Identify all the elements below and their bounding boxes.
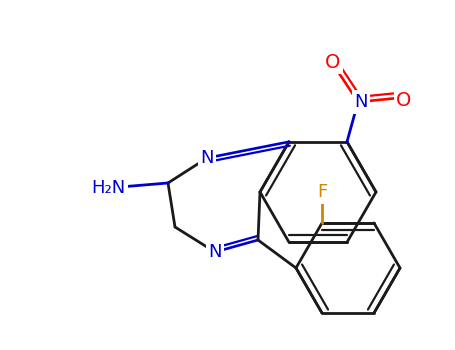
Text: F: F bbox=[317, 183, 327, 201]
Text: O: O bbox=[325, 52, 341, 71]
Text: N: N bbox=[200, 149, 214, 167]
Text: O: O bbox=[396, 91, 412, 110]
Text: H₂N: H₂N bbox=[91, 179, 125, 197]
Text: N: N bbox=[354, 93, 368, 111]
Text: N: N bbox=[208, 243, 222, 261]
